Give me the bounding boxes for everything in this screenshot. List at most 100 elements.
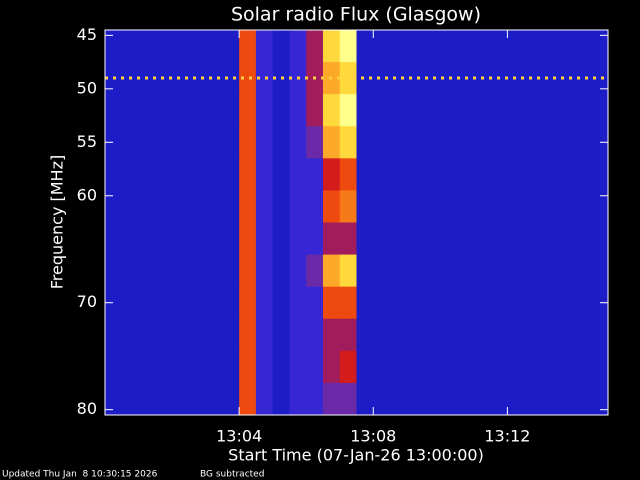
heatmap-cell (172, 382, 190, 416)
heatmap-cell (373, 30, 391, 63)
heatmap-cell (239, 30, 257, 63)
heatmap-cell (406, 350, 425, 384)
heatmap-cell (390, 30, 408, 63)
heatmap-cell (557, 350, 575, 384)
heatmap-cell (373, 286, 391, 320)
heatmap-cell (423, 350, 441, 384)
heatmap-cell (322, 30, 341, 63)
heatmap-cell (440, 190, 458, 223)
heatmap-cell (239, 318, 257, 352)
heatmap-cell (205, 30, 223, 63)
heatmap-cell (507, 30, 525, 63)
heatmap-cell (322, 190, 341, 223)
heatmap-cell (172, 286, 190, 320)
heatmap-cell (205, 126, 223, 159)
heatmap-cell (222, 222, 240, 256)
heatmap-cell (222, 62, 240, 95)
heatmap-cell (272, 30, 290, 63)
heatmap-cell (155, 30, 173, 63)
heatmap-cell (390, 350, 408, 384)
heatmap-cell (155, 190, 173, 223)
heatmap-cell (121, 190, 140, 223)
heatmap-cell (155, 94, 173, 127)
heatmap-cell (172, 158, 190, 191)
heatmap-cell (339, 62, 357, 95)
heatmap-cell (457, 190, 475, 223)
heatmap-cell (574, 62, 592, 95)
heatmap-cell (473, 158, 492, 191)
heatmap-cell (473, 382, 492, 416)
heatmap-cell (373, 222, 391, 256)
heatmap-cell (105, 222, 123, 256)
heatmap-cell (457, 94, 475, 127)
heatmap-cell (557, 286, 575, 320)
heatmap-cell (591, 222, 609, 256)
heatmap-cell (524, 62, 542, 95)
heatmap-cell (339, 222, 357, 256)
heatmap-cell (390, 190, 408, 223)
heatmap-cell (239, 190, 257, 223)
heatmap-cell (574, 190, 592, 223)
heatmap-cell (105, 254, 123, 288)
heatmap-cell (574, 94, 592, 127)
heatmap-cell (339, 94, 357, 127)
heatmap-cell (406, 222, 425, 256)
heatmap-cell (373, 254, 391, 288)
heatmap-cell (205, 350, 223, 384)
heatmap-cell (289, 222, 307, 256)
heatmap-cell (406, 382, 425, 416)
heatmap-cell (306, 318, 324, 352)
heatmap-cell (390, 126, 408, 159)
heatmap-cell (390, 286, 408, 320)
chart-title: Solar radio Flux (Glasgow) (231, 4, 481, 26)
heatmap-cell (205, 190, 223, 223)
x-tick-label: 13:04 (216, 427, 262, 446)
heatmap-cell (574, 350, 592, 384)
heatmap-cell (138, 190, 156, 223)
heatmap-cell (457, 286, 475, 320)
heatmap-cell (423, 190, 441, 223)
heatmap-cell (339, 158, 357, 191)
heatmap-cell (306, 254, 324, 288)
heatmap-cell (172, 126, 190, 159)
heatmap-cell (306, 286, 324, 320)
heatmap-cell (239, 126, 257, 159)
heatmap-cell (440, 62, 458, 95)
heatmap-cell (356, 158, 374, 191)
heatmap-cell (507, 62, 525, 95)
y-tick-label: 50 (77, 78, 97, 97)
heatmap-cell (105, 318, 123, 352)
heatmap-cell (222, 350, 240, 384)
heatmap-cell (390, 94, 408, 127)
heatmap-cell (155, 382, 173, 416)
heatmap-cell (239, 382, 257, 416)
heatmap-cell (172, 350, 190, 384)
heatmap-cell (306, 190, 324, 223)
heatmap-cell (373, 318, 391, 352)
heatmap-cell (105, 30, 123, 63)
heatmap-cell (188, 254, 207, 288)
heatmap-cell (222, 382, 240, 416)
heatmap-cell (406, 94, 425, 127)
heatmap-cell (540, 158, 559, 191)
heatmap-cell (440, 94, 458, 127)
heatmap-cell (138, 350, 156, 384)
heatmap-cell (540, 94, 559, 127)
heatmap-cell (322, 286, 341, 320)
heatmap-cell (457, 318, 475, 352)
heatmap-cell (188, 126, 207, 159)
heatmap-cell (222, 286, 240, 320)
heatmap-cell (222, 30, 240, 63)
heatmap-cell (322, 382, 341, 416)
heatmap-cell (255, 126, 274, 159)
heatmap-cell (356, 126, 374, 159)
heatmap-cell (524, 382, 542, 416)
heatmap-cell (356, 30, 374, 63)
heatmap-cell (356, 62, 374, 95)
heatmap-cell (172, 62, 190, 95)
heatmap-cell (574, 286, 592, 320)
heatmap-cell (105, 126, 123, 159)
heatmap-cell (423, 222, 441, 256)
heatmap-cell (507, 350, 525, 384)
heatmap-cell (524, 190, 542, 223)
